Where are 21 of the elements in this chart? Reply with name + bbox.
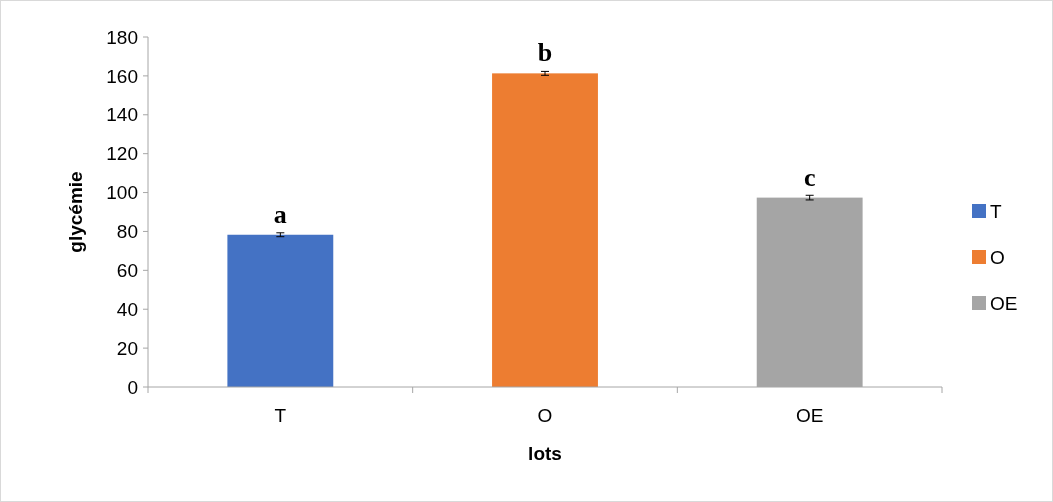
y-tick-label: 140 [106, 104, 138, 126]
y-tick-label: 0 [127, 376, 138, 398]
annotation: c [803, 162, 816, 192]
y-tick-label: 180 [106, 26, 138, 48]
y-tick-label: 40 [116, 298, 138, 320]
annotation: b [537, 38, 553, 68]
y-axis-title: glycémie [65, 171, 86, 253]
y-tick-label: 60 [116, 259, 138, 281]
legend-label: O [990, 246, 1005, 268]
x-tick-label: OE [795, 405, 824, 426]
y-tick-label: 20 [116, 337, 138, 359]
x-tick-label: T [274, 405, 287, 426]
y-tick-label: 160 [106, 65, 138, 87]
legend-label: T [990, 200, 1002, 222]
x-tick-label: O [537, 405, 553, 426]
annotation: a [273, 199, 287, 229]
y-tick-label: 100 [106, 182, 138, 204]
x-axis-title: lots [528, 443, 562, 464]
y-tick-label: 80 [116, 221, 138, 243]
y-tick-label: 120 [106, 143, 138, 165]
legend-label: OE [990, 292, 1018, 314]
